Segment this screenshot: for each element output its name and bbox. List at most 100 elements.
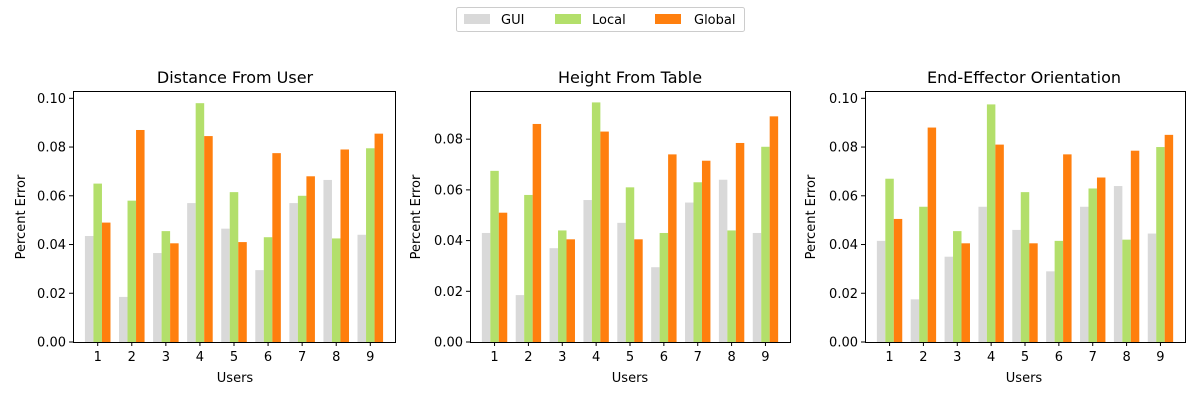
y-tick-label: 0.10 — [829, 92, 858, 107]
bar-local-user-5 — [229, 192, 239, 342]
bars — [481, 102, 779, 343]
subplot-title: Distance From User — [157, 68, 314, 87]
y-tick-label: 0.02 — [434, 285, 463, 300]
y-tick-label: 0.08 — [829, 141, 858, 156]
bar-gui-user-6 — [651, 267, 660, 342]
bar-gui-user-7 — [1080, 206, 1089, 342]
bar-local-user-7 — [693, 182, 702, 342]
bar-global-user-3 — [566, 239, 575, 342]
bar-global-user-7 — [306, 176, 315, 342]
bar-gui-user-7 — [289, 203, 298, 342]
bar-local-user-1 — [885, 178, 894, 342]
bar-global-user-8 — [1130, 150, 1140, 342]
x-tick-label: 3 — [953, 350, 961, 365]
x-tick-label: 2 — [919, 350, 927, 365]
bar-local-user-3 — [953, 231, 962, 342]
bar-global-user-1 — [498, 212, 508, 342]
x-tick-label: 1 — [94, 350, 102, 365]
x-tick-label: 4 — [196, 350, 204, 365]
y-tick-label: 0.00 — [829, 336, 858, 351]
bar-gui-user-3 — [944, 256, 954, 342]
bar-gui-user-9 — [1147, 233, 1157, 342]
x-tick-label: 3 — [558, 350, 566, 365]
bar-gui-user-1 — [876, 240, 886, 342]
x-tick-label: 5 — [626, 350, 634, 365]
bar-gui-user-2 — [515, 295, 525, 342]
y-tick-label: 0.02 — [829, 287, 858, 302]
x-tick-label: 7 — [1089, 350, 1097, 365]
y-axis-label: Percent Error — [409, 174, 424, 259]
bar-gui-user-9 — [752, 232, 762, 342]
bar-local-user-7 — [297, 195, 307, 342]
bars — [876, 104, 1174, 343]
bar-global-user-9 — [769, 116, 779, 342]
bar-local-user-9 — [366, 148, 375, 342]
x-tick-label: 7 — [298, 350, 306, 365]
y-tick-label: 0.00 — [37, 336, 66, 351]
x-axis-label: Users — [217, 371, 254, 386]
bar-global-user-3 — [961, 243, 970, 342]
legend-label-local: Local — [592, 13, 626, 28]
bar-gui-user-6 — [255, 270, 264, 342]
bar-global-user-1 — [893, 218, 903, 342]
bar-local-user-8 — [331, 238, 341, 342]
y-tick-label: 0.04 — [434, 234, 463, 249]
bar-local-user-2 — [524, 194, 533, 342]
bar-gui-user-1 — [84, 236, 94, 342]
x-tick-label: 8 — [1122, 350, 1130, 365]
x-tick-label: 6 — [660, 350, 668, 365]
bar-gui-user-2 — [910, 299, 920, 342]
subplot-title: Height From Table — [558, 68, 702, 87]
bar-global-user-2 — [136, 129, 145, 342]
subplot-end-effector-orientation: End-Effector Orientation Users Percent E… — [804, 68, 1186, 386]
y-axis-label: Percent Error — [14, 174, 29, 259]
legend: GUI Local Global — [456, 7, 745, 32]
x-tick-label: 4 — [592, 350, 600, 365]
bar-gui-user-5 — [617, 222, 626, 342]
bar-local-user-5 — [625, 187, 635, 342]
bar-gui-user-5 — [221, 228, 230, 342]
legend-frame — [456, 7, 745, 32]
bar-global-user-9 — [1164, 134, 1174, 342]
bar-local-user-2 — [127, 200, 137, 342]
bar-global-user-2 — [532, 123, 542, 343]
bar-local-user-4 — [195, 103, 205, 343]
bar-global-user-5 — [634, 239, 643, 342]
bar-global-user-6 — [668, 154, 677, 342]
bar-local-user-6 — [659, 232, 669, 342]
x-tick-label: 2 — [524, 350, 532, 365]
x-tick-label: 9 — [366, 350, 374, 365]
subplot-distance-from-user: Distance From User Users Percent Error 1… — [14, 68, 396, 386]
y-tick-label: 0.04 — [829, 238, 858, 253]
bar-local-user-9 — [761, 146, 770, 342]
x-tick-label: 6 — [1055, 350, 1063, 365]
bar-local-user-8 — [1122, 239, 1131, 342]
bar-global-user-6 — [272, 153, 281, 342]
y-tick-label: 0.06 — [829, 189, 858, 204]
bar-gui-user-9 — [357, 234, 367, 342]
bar-global-user-5 — [238, 242, 247, 342]
x-tick-label: 5 — [230, 350, 238, 365]
bar-gui-user-8 — [718, 179, 728, 342]
y-tick-label: 0.06 — [434, 183, 463, 198]
x-tick-label: 1 — [885, 350, 893, 365]
x-tick-label: 8 — [332, 350, 340, 365]
bar-global-user-7 — [1096, 177, 1106, 342]
x-tick-label: 8 — [727, 350, 735, 365]
bar-gui-user-5 — [1012, 229, 1021, 342]
bar-global-user-4 — [995, 144, 1004, 342]
x-axis-label: Users — [612, 371, 649, 386]
bar-gui-user-4 — [187, 203, 196, 342]
bar-global-user-3 — [170, 243, 179, 342]
bar-global-user-8 — [735, 142, 745, 342]
bar-gui-user-7 — [685, 202, 694, 342]
bar-global-user-1 — [101, 222, 111, 342]
bar-local-user-7 — [1088, 188, 1097, 342]
bar-gui-user-2 — [119, 296, 128, 342]
x-tick-label: 7 — [694, 350, 702, 365]
bar-global-user-2 — [927, 127, 937, 342]
bar-local-user-8 — [727, 230, 736, 342]
y-tick-label: 0.02 — [37, 287, 66, 302]
legend-swatch-global — [655, 14, 681, 24]
y-axis-label: Percent Error — [804, 174, 819, 259]
